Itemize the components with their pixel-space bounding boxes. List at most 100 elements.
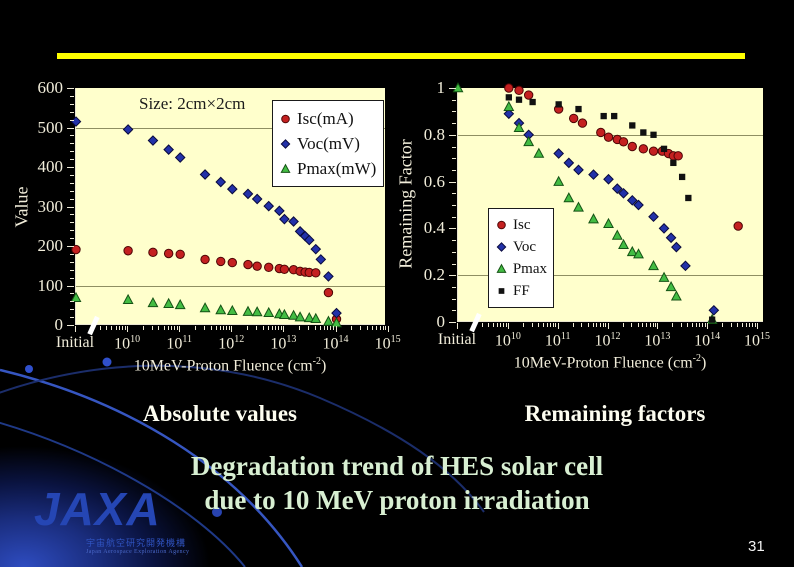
y-axis-minor-tick xyxy=(70,159,74,161)
marker-Isc xyxy=(514,85,524,96)
legend-marker-Pmax(mW) xyxy=(280,163,291,173)
x-axis-minor-tick xyxy=(722,323,724,327)
y-axis-minor-tick xyxy=(70,198,74,200)
y-axis-tick-label: 0.6 xyxy=(423,171,445,191)
left-chart-caption: Absolute values xyxy=(143,401,297,426)
chart-size-label: Size: 2cm×2cm xyxy=(139,94,246,113)
legend-label: Isc xyxy=(513,216,531,233)
x-axis-tick xyxy=(179,326,181,332)
y-axis-minor-tick xyxy=(452,240,456,242)
y-axis-tick-label: 600 xyxy=(37,78,64,97)
x-axis-title: 10MeV-Proton Fluence (cm-2) xyxy=(513,353,707,372)
x-axis-tick xyxy=(657,323,659,329)
x-axis-minor-tick xyxy=(646,323,648,327)
marker-Isc xyxy=(603,132,614,142)
x-axis-minor-tick xyxy=(531,323,533,327)
y-axis-tick xyxy=(449,181,456,183)
y-axis-minor-tick xyxy=(70,190,74,192)
marker-Voc(mV) xyxy=(323,271,334,282)
marker-Pmax(mW) xyxy=(322,315,334,326)
Isc(mA)-legend-marker-icon xyxy=(281,114,290,123)
y-axis-minor-tick xyxy=(70,253,74,255)
marker-FF xyxy=(515,96,523,103)
marker-Voc xyxy=(648,211,659,223)
y-axis-minor-tick xyxy=(70,95,74,97)
x-axis-tick xyxy=(607,323,609,329)
x-axis-minor-tick xyxy=(754,323,756,327)
y-axis-tick xyxy=(449,322,456,323)
x-axis-minor-tick xyxy=(702,323,704,327)
x-axis-tick-label: 1012 xyxy=(594,331,621,350)
FF-legend-marker-icon xyxy=(498,288,505,294)
y-axis-tick xyxy=(67,325,74,326)
marker-Pmax xyxy=(658,271,670,282)
x-axis-minor-tick xyxy=(142,326,144,330)
gridline xyxy=(76,127,385,129)
x-axis-minor-tick xyxy=(204,326,206,330)
chart-legend: Isc(mA) Voc(mV) Pmax(mW) xyxy=(272,100,384,187)
x-axis-minor-tick xyxy=(637,323,639,327)
y-axis-tick xyxy=(449,228,456,230)
marker-Voc xyxy=(665,232,677,244)
x-axis-minor-tick xyxy=(687,323,689,327)
legend-label: Pmax xyxy=(512,260,547,277)
title-underline xyxy=(57,53,745,59)
x-axis-minor-tick xyxy=(262,326,264,330)
marker-Pmax(mW) xyxy=(294,311,306,322)
marker-Pmax xyxy=(563,192,575,203)
x-axis-minor-tick xyxy=(599,323,601,327)
marker-FF xyxy=(660,145,668,152)
x-axis-tick xyxy=(507,323,509,329)
x-axis-minor-tick xyxy=(382,326,384,330)
marker-Pmax(mW) xyxy=(288,309,300,320)
x-axis-minor-tick xyxy=(542,323,544,327)
y-axis-minor-tick xyxy=(70,238,74,240)
x-axis-minor-tick xyxy=(537,323,539,327)
marker-Voc(mV) xyxy=(274,205,285,217)
y-axis-tick-label: 0 xyxy=(436,312,446,331)
y-axis-minor-tick xyxy=(70,174,74,176)
marker-Pmax xyxy=(553,175,565,186)
legend-item: Voc xyxy=(495,236,547,258)
x-axis-tick xyxy=(283,326,285,332)
marker-FF xyxy=(600,112,607,120)
y-axis-tick-label: 0.4 xyxy=(423,218,445,238)
marker-Pmax xyxy=(573,201,584,212)
marker-Pmax(mW) xyxy=(263,306,275,318)
x-axis-minor-tick xyxy=(323,326,325,330)
x-axis-minor-tick xyxy=(106,326,108,330)
y-axis-minor-tick xyxy=(70,182,74,184)
marker-Pmax(mW) xyxy=(303,312,315,323)
marker-Pmax(mW) xyxy=(226,304,238,316)
x-axis-tick-label: Initial xyxy=(437,331,477,348)
x-axis-minor-tick xyxy=(194,326,196,330)
y-axis-minor-tick xyxy=(70,143,74,145)
marker-Pmax(mW) xyxy=(163,297,175,308)
x-axis-minor-tick xyxy=(278,326,280,330)
marker-FF xyxy=(708,316,716,323)
marker-Pmax(mW) xyxy=(122,293,134,304)
x-axis-minor-tick xyxy=(167,326,169,330)
x-axis-minor-tick xyxy=(376,326,378,330)
legend-marker-Isc xyxy=(497,220,506,230)
x-axis-minor-tick xyxy=(696,323,698,327)
x-axis-minor-tick xyxy=(151,326,153,330)
legend-label: Voc(mV) xyxy=(297,133,360,153)
legend-item: FF xyxy=(495,280,547,302)
x-axis-tick xyxy=(335,326,337,332)
x-axis-minor-tick xyxy=(215,326,217,330)
x-axis-tick-label: Initial xyxy=(55,334,95,351)
jaxa-wordmark: JAXA xyxy=(34,483,161,535)
marker-Voc(mV) xyxy=(174,152,186,163)
y-axis-minor-tick xyxy=(452,298,456,300)
marker-Isc(mA) xyxy=(279,264,290,275)
marker-Voc(mV) xyxy=(279,213,290,225)
marker-Pmax xyxy=(633,248,644,259)
y-axis-minor-tick xyxy=(70,151,74,153)
x-axis-minor-tick xyxy=(652,323,654,327)
legend-item: Voc(mV) xyxy=(279,131,377,156)
x-axis-minor-tick xyxy=(333,326,335,330)
y-axis-tick xyxy=(449,134,456,136)
marker-Pmax xyxy=(670,290,682,301)
